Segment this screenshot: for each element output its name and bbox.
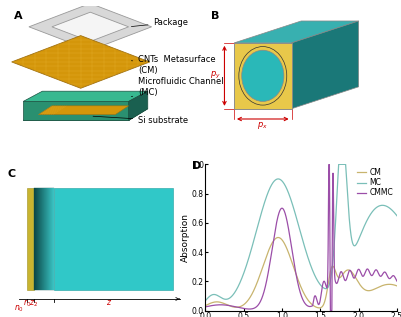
Polygon shape	[52, 188, 53, 290]
MC	[391, 210, 396, 213]
CM	[371, 288, 375, 292]
Text: D: D	[192, 161, 201, 171]
Polygon shape	[44, 188, 45, 290]
Text: $p_y$: $p_y$	[211, 70, 221, 81]
CMMC	[328, 309, 333, 313]
Polygon shape	[35, 188, 36, 290]
Polygon shape	[43, 188, 44, 290]
Text: Package: Package	[132, 18, 188, 27]
MC	[204, 298, 209, 302]
Polygon shape	[53, 188, 54, 290]
Polygon shape	[38, 106, 129, 115]
Polygon shape	[54, 188, 173, 290]
Text: $z$: $z$	[106, 298, 113, 307]
Polygon shape	[46, 188, 47, 290]
Polygon shape	[29, 3, 152, 50]
MC	[225, 297, 230, 301]
CMMC	[391, 274, 396, 277]
MC	[371, 209, 375, 213]
Text: $r_0$: $r_0$	[23, 297, 31, 309]
CMMC	[204, 305, 209, 309]
MC	[277, 177, 282, 181]
Polygon shape	[129, 91, 148, 120]
Polygon shape	[50, 188, 51, 290]
Text: $n_0$: $n_0$	[14, 304, 24, 314]
CMMC	[326, 162, 331, 166]
Polygon shape	[42, 188, 43, 290]
Polygon shape	[234, 21, 358, 43]
CM	[225, 303, 230, 307]
CMMC	[395, 279, 399, 283]
Text: C: C	[8, 169, 16, 179]
Polygon shape	[41, 188, 42, 290]
Polygon shape	[12, 36, 150, 88]
CMMC	[237, 306, 241, 309]
CM	[285, 249, 290, 252]
CM	[317, 306, 322, 310]
Legend: CM, MC, CMMC: CM, MC, CMMC	[357, 168, 393, 197]
Polygon shape	[23, 109, 148, 120]
Text: CNTs  Metasurface
(CM): CNTs Metasurface (CM)	[132, 55, 216, 74]
Polygon shape	[23, 101, 129, 120]
Polygon shape	[40, 188, 41, 290]
Line: CM: CM	[206, 237, 397, 308]
Polygon shape	[292, 21, 358, 109]
Text: B: B	[211, 11, 219, 21]
Polygon shape	[49, 188, 50, 290]
Polygon shape	[38, 188, 39, 290]
CM	[237, 305, 241, 309]
Polygon shape	[34, 188, 35, 290]
Text: Microfluidic Channel
(MC): Microfluidic Channel (MC)	[132, 77, 224, 96]
Polygon shape	[34, 188, 54, 290]
MC	[237, 282, 241, 286]
Ellipse shape	[242, 50, 284, 101]
CM	[276, 236, 281, 239]
Polygon shape	[48, 188, 49, 290]
Text: A: A	[14, 11, 22, 21]
Polygon shape	[234, 43, 292, 109]
CMMC	[285, 222, 290, 225]
CMMC	[371, 273, 375, 277]
MC	[336, 162, 341, 166]
Polygon shape	[36, 188, 37, 290]
Line: MC: MC	[206, 164, 397, 300]
CM	[277, 236, 282, 240]
CM	[391, 283, 396, 287]
Text: $z_2$: $z_2$	[29, 298, 38, 309]
Polygon shape	[45, 188, 46, 290]
Text: $p_x$: $p_x$	[257, 120, 268, 131]
Polygon shape	[51, 188, 52, 290]
CM	[204, 303, 209, 307]
MC	[395, 214, 399, 218]
CMMC	[277, 210, 282, 214]
Line: CMMC: CMMC	[206, 164, 397, 311]
Polygon shape	[52, 12, 129, 42]
Y-axis label: Absorption: Absorption	[181, 213, 190, 262]
Polygon shape	[47, 188, 48, 290]
MC	[285, 189, 290, 192]
Polygon shape	[37, 188, 38, 290]
Text: Si substrate: Si substrate	[93, 116, 188, 125]
Polygon shape	[23, 91, 148, 101]
Polygon shape	[27, 188, 34, 290]
CM	[395, 284, 399, 288]
Polygon shape	[39, 188, 40, 290]
CMMC	[225, 303, 230, 307]
